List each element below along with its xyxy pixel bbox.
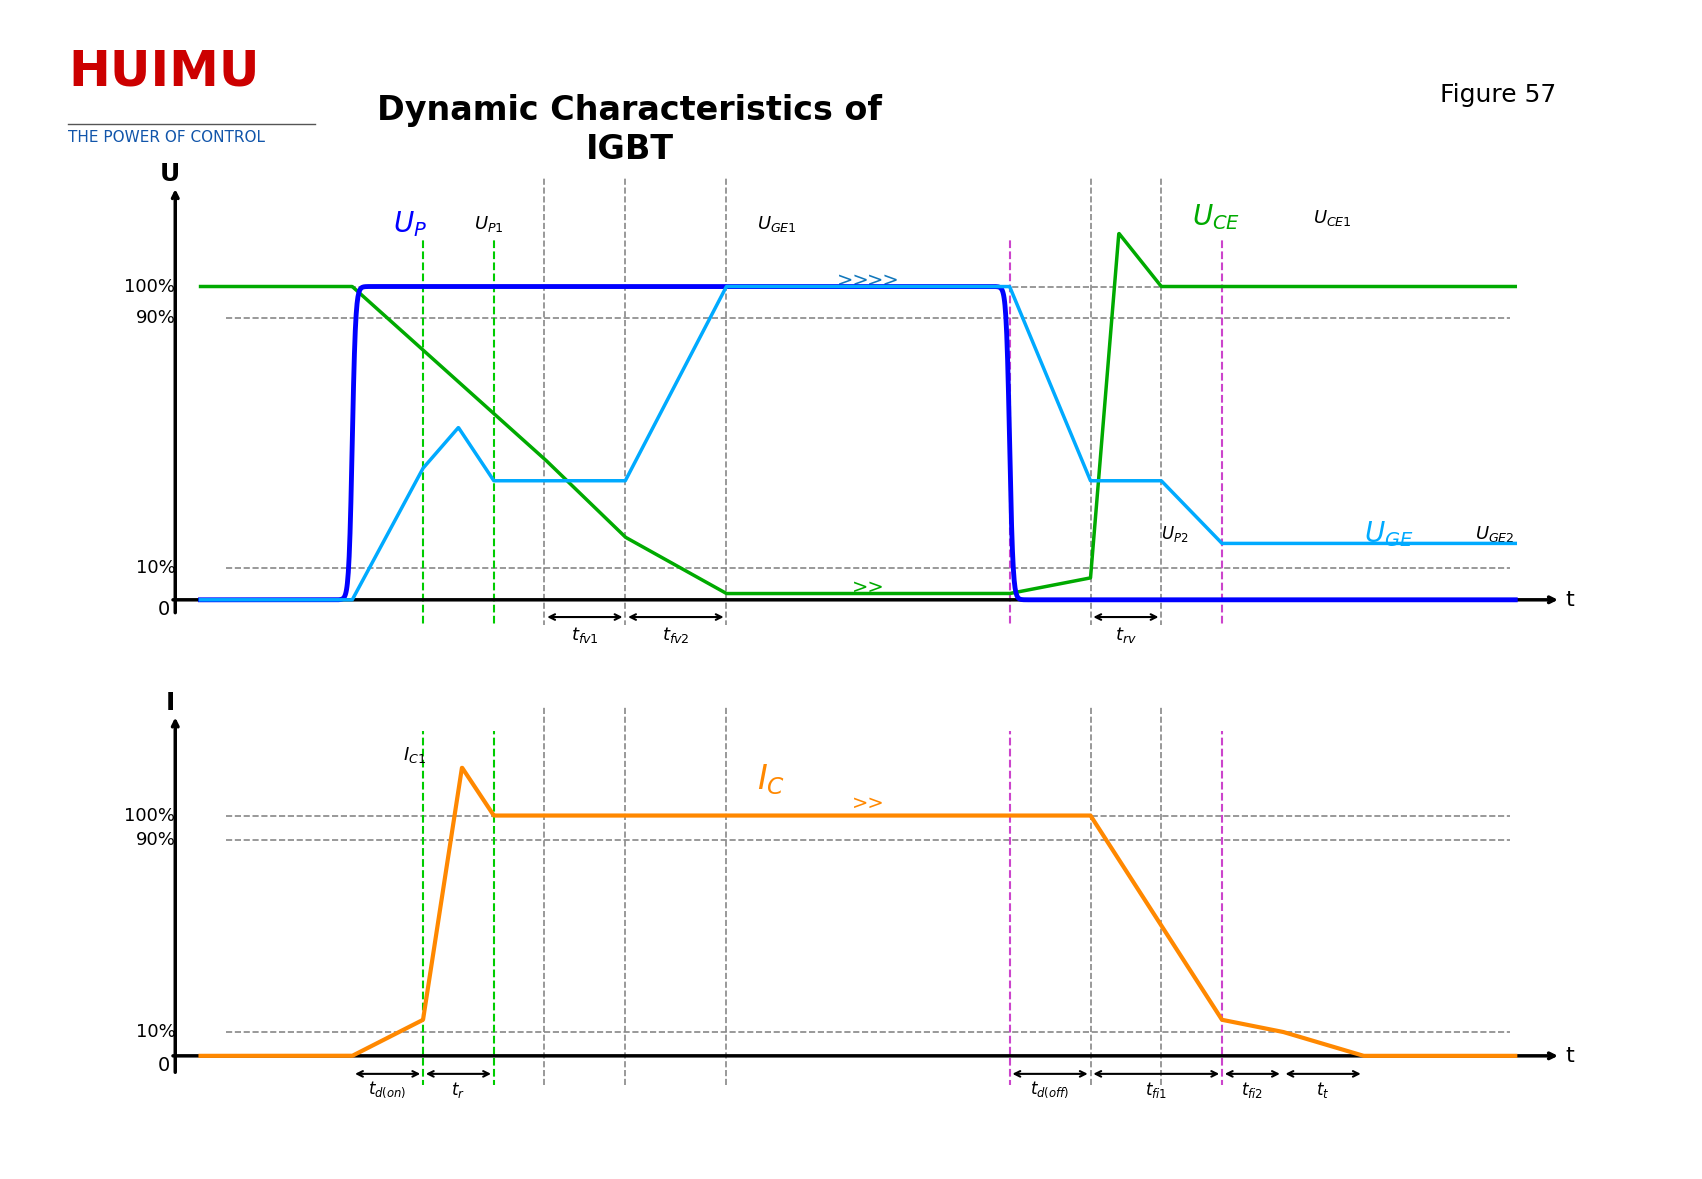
Text: $U_{CE1}$: $U_{CE1}$	[1312, 208, 1351, 228]
Text: I: I	[165, 691, 175, 714]
Text: >>: >>	[851, 578, 885, 597]
Text: Dynamic Characteristics of
IGBT: Dynamic Characteristics of IGBT	[378, 94, 882, 165]
Text: $t_{d(off)}$: $t_{d(off)}$	[1030, 1080, 1069, 1100]
Text: $U_P$: $U_P$	[393, 209, 427, 238]
Text: 100%: 100%	[124, 277, 175, 296]
Text: Figure 57: Figure 57	[1440, 83, 1556, 106]
Text: 90%: 90%	[136, 309, 175, 327]
Text: t: t	[1566, 590, 1574, 610]
Text: 10%: 10%	[136, 1023, 175, 1041]
Text: $U_{GE1}$: $U_{GE1}$	[757, 213, 797, 233]
Text: $t_{fv1}$: $t_{fv1}$	[570, 625, 599, 645]
Text: $I_{C1}$: $I_{C1}$	[403, 745, 426, 765]
Text: $I_C$: $I_C$	[757, 762, 785, 797]
Text: $U_{P1}$: $U_{P1}$	[473, 213, 504, 233]
Text: 0: 0	[158, 1056, 170, 1075]
Text: 10%: 10%	[136, 560, 175, 578]
Text: $t_{fv2}$: $t_{fv2}$	[662, 625, 689, 645]
Text: $U_{P2}$: $U_{P2}$	[1161, 523, 1188, 544]
Text: U: U	[160, 163, 180, 186]
Text: >>: >>	[851, 793, 885, 814]
Text: $U_{CE}$: $U_{CE}$	[1191, 203, 1239, 232]
Text: $t_{rv}$: $t_{rv}$	[1115, 625, 1137, 645]
Text: $U_{GE2}$: $U_{GE2}$	[1476, 523, 1515, 544]
Text: 90%: 90%	[136, 830, 175, 849]
Text: >>: >>	[836, 271, 870, 290]
Text: $t_r$: $t_r$	[451, 1080, 465, 1100]
Text: $t_{fi2}$: $t_{fi2}$	[1241, 1080, 1263, 1100]
Text: $U_{GE}$: $U_{GE}$	[1363, 519, 1413, 549]
Text: $t_{fi1}$: $t_{fi1}$	[1145, 1080, 1168, 1100]
Text: THE POWER OF CONTROL: THE POWER OF CONTROL	[68, 130, 266, 145]
Text: >>: >>	[866, 271, 900, 290]
Text: 100%: 100%	[124, 806, 175, 824]
Text: $t_t$: $t_t$	[1316, 1080, 1329, 1100]
Text: HUIMU: HUIMU	[68, 47, 260, 95]
Text: 0: 0	[158, 600, 170, 619]
Text: $t_{d(on)}$: $t_{d(on)}$	[368, 1080, 407, 1100]
Text: t: t	[1566, 1046, 1574, 1066]
